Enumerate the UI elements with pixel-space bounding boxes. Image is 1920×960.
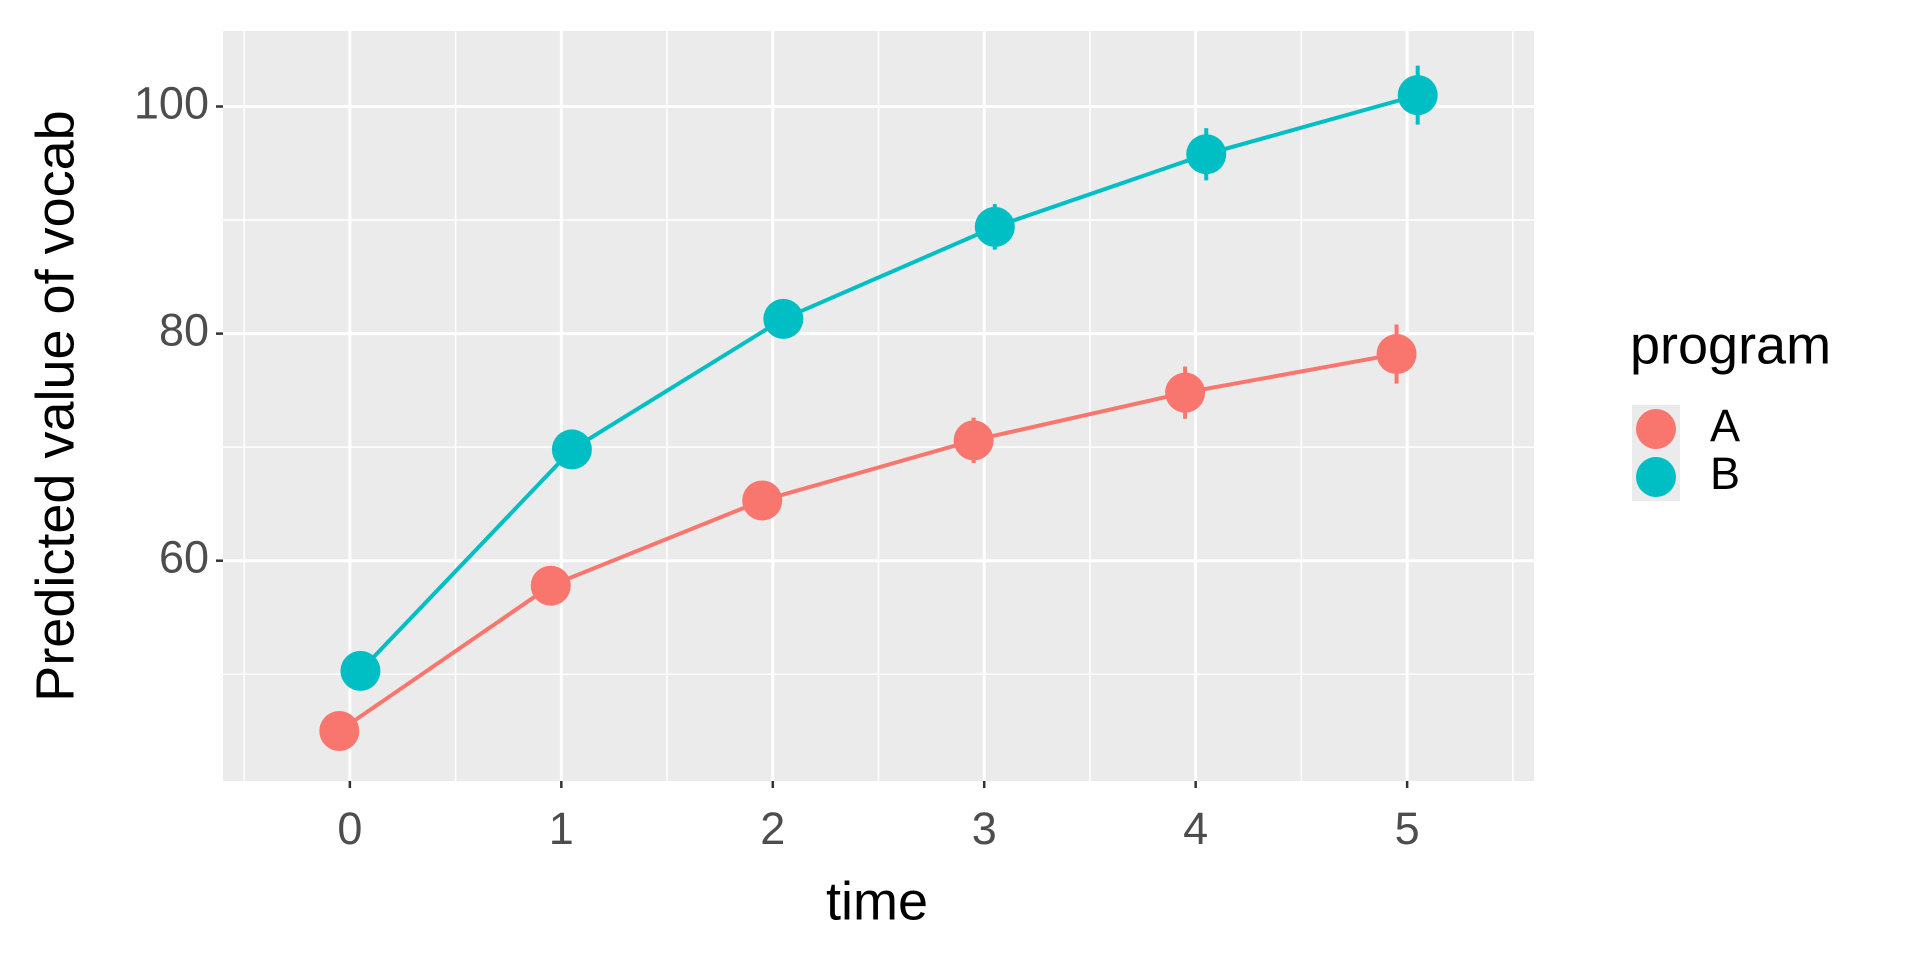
x-tick-label: 5 — [1395, 803, 1420, 854]
point — [1165, 372, 1206, 413]
legend-label: A — [1710, 400, 1740, 451]
point — [530, 565, 571, 606]
y-axis-title: Predicted value of vocab — [25, 110, 85, 701]
y-tick-label: 80 — [159, 305, 209, 356]
legend-title: program — [1630, 315, 1831, 375]
point — [953, 420, 994, 461]
point — [1186, 134, 1227, 175]
point — [340, 650, 381, 691]
point — [1376, 334, 1417, 375]
x-tick-label: 4 — [1183, 803, 1208, 854]
series-line — [338, 352, 1397, 733]
x-axis-title: time — [826, 871, 928, 931]
point — [551, 429, 592, 470]
x-tick-label: 3 — [972, 803, 997, 854]
legend-label: B — [1710, 448, 1740, 499]
y-tick-label: 60 — [159, 532, 209, 583]
y-tick-label: 100 — [134, 77, 209, 128]
x-tick-label: 0 — [337, 803, 362, 854]
series-line — [358, 93, 1419, 673]
x-tick-label: 2 — [760, 803, 785, 854]
point — [1397, 75, 1438, 116]
point — [974, 206, 1015, 247]
legend-swatch — [1636, 409, 1676, 449]
x-tick-label: 1 — [549, 803, 574, 854]
point — [763, 298, 804, 339]
point — [319, 711, 360, 752]
point — [742, 480, 783, 521]
legend-swatch — [1636, 457, 1676, 497]
